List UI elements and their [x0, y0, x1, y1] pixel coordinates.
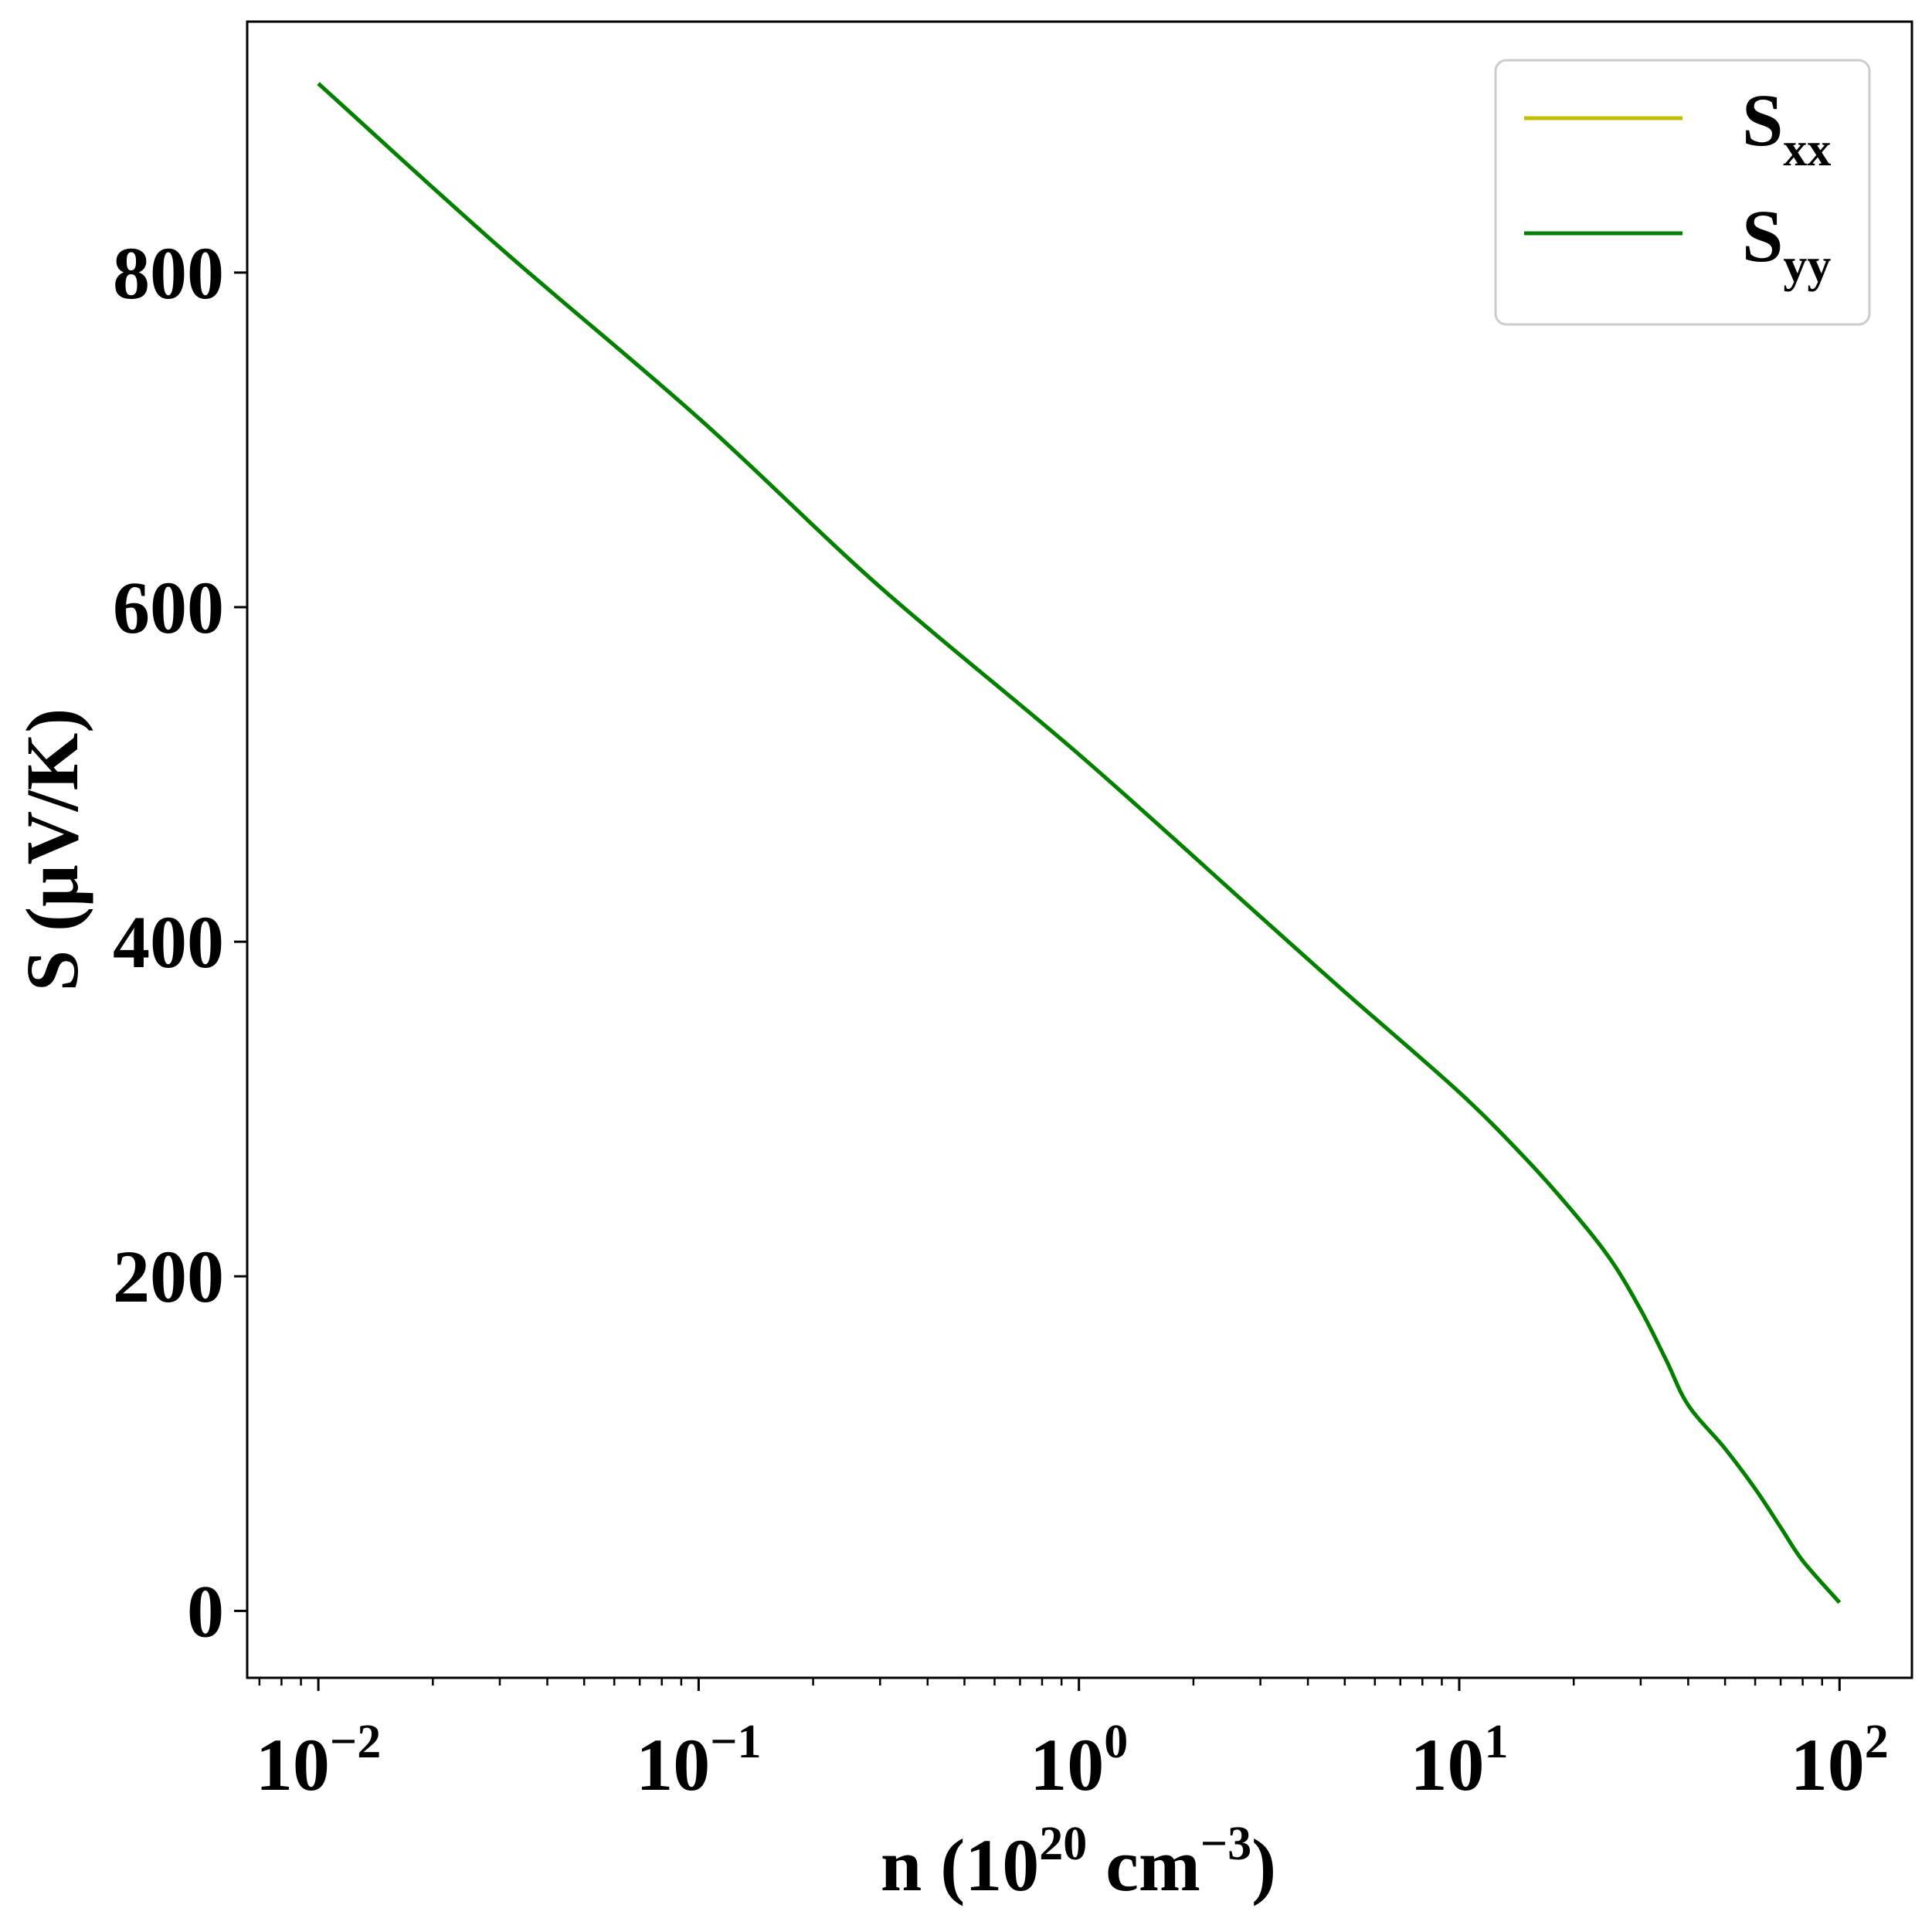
- legend-label-syy: Syy: [1742, 195, 1831, 292]
- y-axis-label: S (μV/K): [11, 708, 93, 991]
- y-tick-label: 200: [113, 1235, 224, 1318]
- x-tick-label: 10−2: [256, 1716, 381, 1806]
- series-line-syy: [317, 82, 1842, 1604]
- x-axis-ticks: 10−2 10−1 100 101 102: [256, 1678, 1889, 1806]
- legend-box: [1494, 59, 1871, 326]
- plot-frame: [246, 20, 1913, 1679]
- y-tick-label: 600: [113, 566, 224, 649]
- y-tick-label: 400: [113, 901, 224, 983]
- y-tick-label: 0: [187, 1570, 224, 1652]
- x-tick-label: 102: [1791, 1716, 1889, 1806]
- x-minor-ticks: [258, 1678, 1824, 1686]
- legend: Sxx Syy: [1494, 59, 1871, 326]
- x-tick-label: 101: [1411, 1716, 1509, 1806]
- legend-label-sxx: Sxx: [1742, 79, 1831, 176]
- x-tick-label: 10−1: [636, 1716, 761, 1806]
- series-lines: [317, 82, 1842, 1604]
- y-tick-label: 800: [113, 232, 224, 314]
- y-axis-ticks: 0 200 400 600 800: [113, 232, 247, 1652]
- x-tick-label: 100: [1030, 1716, 1128, 1806]
- x-axis-label: n (1020 cm−3): [881, 1818, 1276, 1906]
